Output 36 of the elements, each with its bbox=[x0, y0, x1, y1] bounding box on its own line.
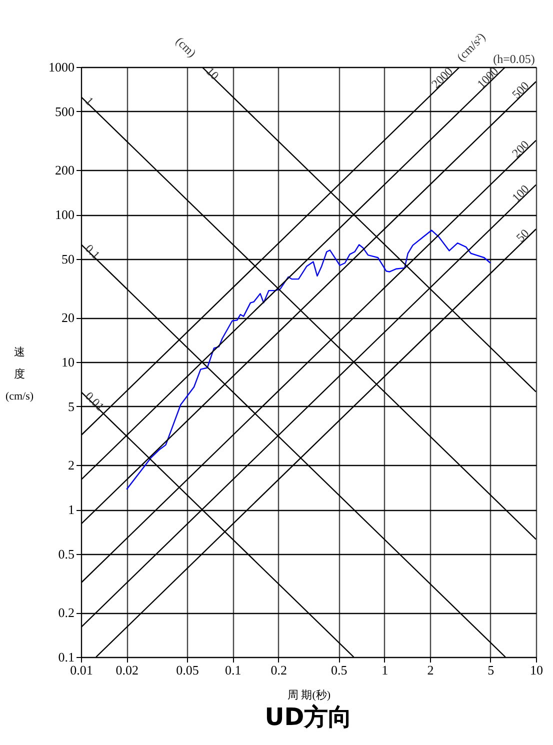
y-tick-label: 10 bbox=[62, 354, 74, 370]
x-tick-label: 2 bbox=[427, 662, 434, 678]
text: (cm) bbox=[173, 34, 199, 60]
x-tick-label: 5 bbox=[488, 662, 494, 678]
x-tick-label: 0.01 bbox=[70, 662, 93, 678]
y-tick-label: 0.5 bbox=[58, 546, 74, 562]
y-tick-label: 100 bbox=[55, 207, 74, 222]
text: 200 bbox=[509, 138, 532, 160]
x-tick-label: 0.05 bbox=[176, 662, 199, 678]
x-axis-title: 周 期(秒) bbox=[287, 690, 331, 702]
x-tick-label: 0.5 bbox=[331, 662, 348, 678]
y-tick-label: 50 bbox=[62, 251, 74, 266]
text: 0.1 bbox=[82, 241, 103, 262]
text: 100 bbox=[509, 182, 532, 205]
y-tick-label: 1 bbox=[68, 502, 74, 517]
x-tick-label: 1 bbox=[382, 662, 388, 678]
x-tick-label: 0.1 bbox=[225, 662, 242, 678]
y-tick-label: 5 bbox=[68, 398, 74, 414]
y-tick-label: 0.2 bbox=[58, 605, 74, 620]
y-tick-label: 2 bbox=[68, 458, 74, 473]
y-tick-label: 1000 bbox=[48, 60, 74, 74]
y-tick-label: 20 bbox=[62, 310, 74, 326]
text: 500 bbox=[509, 78, 532, 102]
text: 10 bbox=[203, 64, 222, 83]
y-tick-label: 500 bbox=[55, 104, 74, 119]
text: 1 bbox=[82, 94, 97, 108]
y-tick-label: 0.1 bbox=[58, 650, 74, 664]
x-tick-label: 0.02 bbox=[116, 662, 139, 678]
x-tick-label: 10 bbox=[530, 662, 543, 678]
y-axis-title: 速度(cm/s) bbox=[5, 346, 34, 402]
text: 50 bbox=[513, 226, 532, 245]
x-tick-label: 0.2 bbox=[270, 662, 287, 678]
y-tick-label: 200 bbox=[55, 162, 74, 178]
text: (h=0.05) bbox=[493, 52, 535, 66]
text: 0.01 bbox=[82, 388, 108, 414]
text: UD方向 bbox=[264, 703, 352, 731]
